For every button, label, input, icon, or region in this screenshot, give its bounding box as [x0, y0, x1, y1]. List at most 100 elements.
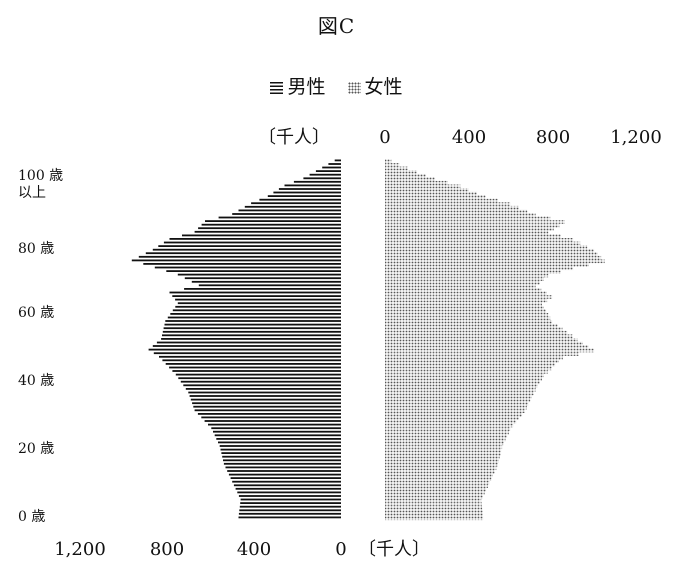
- female-bar: [385, 373, 544, 378]
- male-bar: [145, 252, 341, 255]
- male-bar: [191, 280, 341, 283]
- female-bar: [385, 366, 552, 371]
- y-label-100-line1: 100 歳: [18, 168, 63, 184]
- unit-label-top: 〔千人〕: [258, 127, 330, 148]
- female-bar: [385, 491, 485, 496]
- male-bar: [172, 309, 341, 312]
- female-bar: [385, 487, 487, 492]
- male-bar: [169, 291, 341, 294]
- male-bar: [193, 405, 341, 408]
- female-bar: [385, 345, 589, 349]
- female-bar: [385, 245, 588, 249]
- female-bar: [385, 377, 542, 381]
- male-bar: [162, 359, 341, 362]
- male-bar: [197, 413, 341, 415]
- male-bar: [214, 434, 341, 437]
- female-bar: [385, 459, 499, 463]
- female-bar: [385, 402, 529, 406]
- female-bar: [385, 352, 579, 356]
- female-bar: [385, 284, 536, 288]
- male-bar: [334, 159, 341, 162]
- female-bar: [385, 495, 483, 499]
- female-bar: [385, 452, 501, 456]
- male-bar: [221, 452, 341, 454]
- female-bar: [385, 166, 408, 171]
- male-bar: [205, 220, 341, 222]
- male-bar: [148, 348, 341, 351]
- female-bar: [385, 277, 544, 281]
- female-bar: [385, 163, 400, 167]
- female-bar: [385, 470, 495, 474]
- y-label-100: 100 歳 以上: [18, 168, 68, 201]
- female-bar: [385, 430, 509, 435]
- male-bar: [273, 191, 341, 194]
- male-bar: [232, 480, 341, 483]
- female-bar: [385, 448, 502, 453]
- x-tick-bottom-800: 800: [150, 539, 184, 560]
- female-bar: [385, 202, 511, 206]
- female-bar: [385, 334, 573, 338]
- male-bar: [232, 213, 341, 215]
- female-bar: [385, 177, 436, 181]
- male-bar: [188, 391, 341, 394]
- x-tick-top-1200: 1,200: [610, 127, 662, 148]
- male-bar: [220, 448, 341, 451]
- female-bar: [385, 416, 520, 421]
- female-bar: [385, 302, 542, 306]
- x-tick-bottom-400: 400: [237, 539, 271, 560]
- female-bar: [385, 170, 418, 174]
- male-bar: [222, 455, 341, 458]
- male-bar: [223, 462, 341, 465]
- legend: 男性 女性: [0, 72, 673, 99]
- female-bar: [385, 341, 583, 346]
- male-bar: [189, 395, 341, 397]
- female-bar: [385, 330, 568, 335]
- male-bar: [184, 277, 341, 280]
- female-bar: [385, 209, 528, 214]
- male-bar: [244, 205, 341, 208]
- female-bar: [385, 466, 497, 471]
- male-bar: [162, 330, 341, 333]
- male-bar: [328, 163, 341, 165]
- female-bar: [385, 305, 544, 310]
- female-bar: [385, 420, 517, 424]
- female-bar: [385, 438, 506, 442]
- female-bar: [385, 484, 488, 488]
- female-bar: [385, 173, 427, 178]
- male-bar: [163, 241, 341, 244]
- male-bar: [211, 427, 341, 430]
- female-bar: [385, 227, 554, 231]
- male-bar: [293, 180, 341, 183]
- male-bar: [183, 384, 341, 387]
- female-bar: [385, 288, 542, 292]
- female-bar: [385, 455, 500, 460]
- male-bar: [237, 491, 341, 494]
- male-bar: [178, 377, 341, 380]
- male-bar: [131, 259, 341, 262]
- female-bar: [385, 309, 547, 313]
- male-bar: [235, 487, 341, 490]
- male-bar: [223, 459, 341, 462]
- female-bar: [385, 188, 469, 192]
- male-bar: [161, 338, 341, 340]
- male-bar: [278, 188, 341, 190]
- male-bar: [152, 345, 342, 347]
- female-bar: [385, 248, 595, 253]
- male-bar: [156, 341, 341, 344]
- female-bar: [385, 413, 523, 417]
- female-bar: [385, 327, 563, 331]
- female-bar: [385, 198, 498, 203]
- male-bar: [194, 230, 341, 233]
- male-bar: [303, 177, 341, 180]
- female-bar: [385, 338, 578, 342]
- male-bar: [204, 420, 341, 422]
- female-bar: [385, 255, 602, 260]
- legend-swatch-male: [270, 82, 284, 94]
- female-bar: [385, 391, 534, 396]
- legend-swatch-female: [347, 82, 361, 94]
- male-bar: [219, 445, 341, 447]
- female-bar: [385, 398, 531, 403]
- male-bar: [259, 198, 341, 201]
- female-bar: [385, 477, 492, 481]
